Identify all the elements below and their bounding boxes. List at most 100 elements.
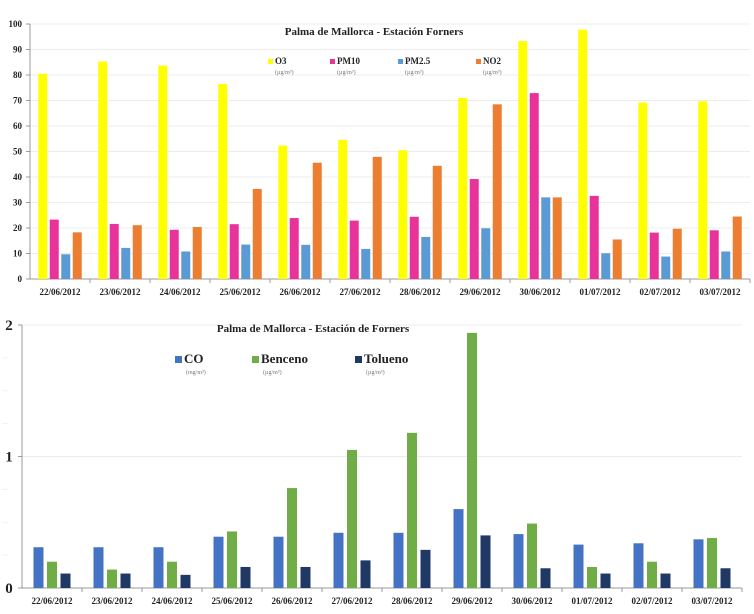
bar-pm10-4 [289,218,299,279]
bar-o3-0 [38,73,48,279]
bar-co-1 [93,547,104,588]
y-tick-label: 2 [5,318,13,334]
legend-label: PM2.5 [405,56,431,66]
x-tick-label: 25/06/2012 [211,596,253,606]
x-tick-label: 03/07/2012 [691,596,733,606]
x-tick-label: 22/06/2012 [31,596,73,606]
x-tick-label: 29/06/2012 [459,287,501,297]
y-tick-label: 0 [5,581,13,597]
bar-o3-9 [578,29,588,279]
bar-pm10-7 [469,179,479,279]
bar-no2-6 [432,165,442,279]
legend-label: PM10 [337,56,360,66]
bar-o3-5 [338,139,348,279]
bar-o3-2 [158,65,168,279]
bars [33,332,731,588]
grid-lines [2,324,742,556]
legend-label: Benceno [261,351,308,366]
bar-no2-4 [312,162,322,279]
legend: O3 (µg/m³) PM10 (µg/m³) PM2.5 (µg/m³) NO2 (µg/m… [268,56,502,76]
x-tick-label: 02/07/2012 [639,287,681,297]
x-tick-label: 25/06/2012 [219,287,261,297]
bar-pm10-11 [709,230,719,279]
legend-unit: (µg/m³) [337,69,356,76]
bar-benceno-11 [707,538,717,588]
y-tick-label: 40 [13,172,23,182]
bar-pm25-1 [121,247,131,279]
axes [18,324,743,592]
bar-pm10-8 [529,93,539,279]
x-tick-label: 26/06/2012 [279,287,321,297]
y-tick-label: 1 [5,450,13,466]
bar-benceno-10 [647,561,657,588]
bar-o3-7 [458,97,468,279]
bar-pm25-5 [361,248,371,279]
bar-benceno-2 [167,561,177,588]
bar-co-11 [693,539,704,588]
bar-co-8 [513,534,524,588]
axes [26,23,751,283]
bar-no2-1 [132,225,142,279]
x-tick-labels: 22/06/2012 23/06/2012 24/06/2012 25/06/2012… [39,287,741,297]
bar-tolueno-9 [600,573,611,588]
bar-o3-10 [638,102,648,279]
bar-benceno-0 [47,561,57,588]
bar-co-10 [633,543,644,588]
bar-tolueno-10 [660,573,671,588]
legend-unit: (µg/m³) [263,369,282,376]
bar-o3-11 [698,101,708,279]
bar-benceno-5 [347,449,357,588]
legend-swatch-benceno [252,356,259,363]
y-tick-label: 100 [9,19,23,29]
y-tick-labels: 0 10 20 30 40 50 60 70 80 90 100 [9,19,23,284]
bar-tolueno-6 [420,549,431,588]
chart-title: Palma de Mallorca - Estación Forners [285,26,464,38]
bar-pm10-10 [649,232,659,279]
bar-pm25-8 [541,197,551,279]
bar-benceno-7 [467,332,477,588]
bar-pm10-3 [229,224,239,279]
x-tick-label: 02/07/2012 [631,596,673,606]
legend-swatch-tolueno [355,356,362,363]
x-tick-label: 27/06/2012 [331,596,373,606]
chart-air-quality-particulates: 22/06/2012 23/06/2012 24/06/2012 25/06/2012… [9,19,751,297]
bar-benceno-8 [527,523,537,588]
legend-unit: (µg/m³) [405,69,424,76]
legend-swatch-no2 [476,59,481,64]
bar-no2-5 [372,156,382,279]
y-tick-label: 30 [13,198,23,208]
bar-co-5 [333,532,344,588]
bar-o3-6 [398,150,408,279]
bar-co-9 [573,544,584,588]
bar-pm25-9 [601,253,611,279]
bar-o3-4 [278,145,288,279]
legend-label: O3 [275,56,287,66]
x-tick-label: 23/06/2012 [91,596,133,606]
legend-unit: (µg/m³) [275,69,294,76]
legend-unit: (µg/m³) [483,69,502,76]
x-tick-label: 28/06/2012 [399,287,441,297]
legend-unit: (mg/m³) [186,369,206,376]
bar-co-7 [453,509,464,588]
bar-no2-8 [552,197,562,279]
bar-tolueno-7 [480,535,491,588]
x-tick-label: 03/07/2012 [699,287,741,297]
y-tick-label: 10 [13,249,23,259]
bar-tolueno-1 [120,573,131,588]
legend-swatch-pm25 [398,59,403,64]
bar-pm25-6 [421,236,431,279]
bar-o3-8 [518,41,528,280]
bar-pm10-0 [49,219,59,279]
bar-pm10-5 [349,220,359,279]
bar-benceno-3 [227,531,237,588]
bar-co-3 [213,536,224,588]
bar-tolueno-3 [240,566,251,588]
bar-pm25-0 [61,254,71,279]
y-tick-label: 80 [13,70,23,80]
legend-label: CO [184,351,204,366]
x-tick-labels: 22/06/2012 23/06/2012 24/06/2012 25/06/2012… [31,596,733,606]
bar-tolueno-11 [720,568,731,588]
legend-unit: (µg/m³) [366,369,385,376]
bar-benceno-6 [407,432,417,588]
x-tick-label: 01/07/2012 [579,287,621,297]
